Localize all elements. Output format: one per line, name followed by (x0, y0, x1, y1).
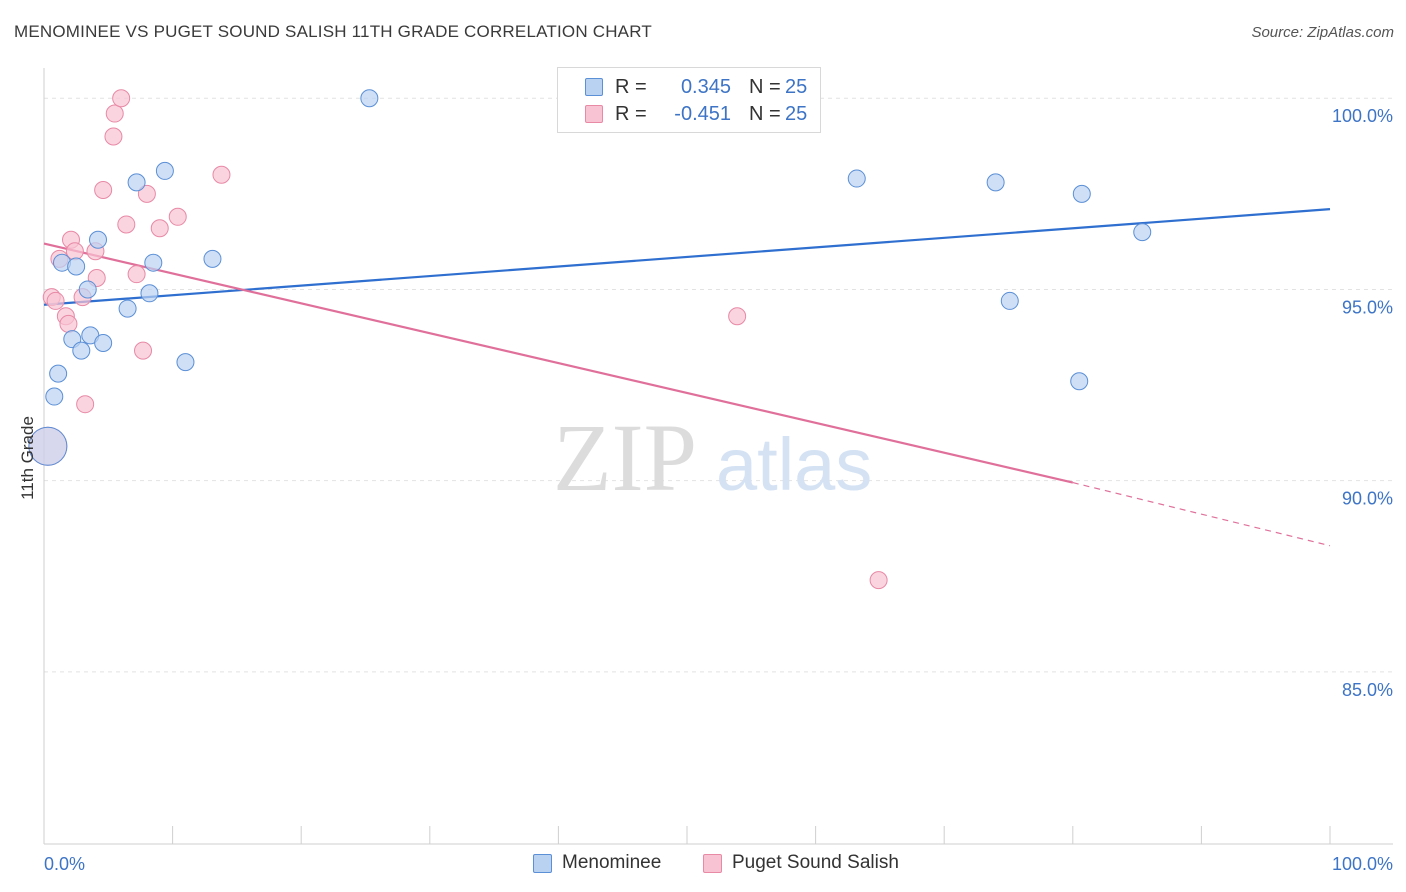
salish-point (150, 219, 169, 238)
menominee-trend-line (43, 208, 1331, 306)
menominee-point (49, 364, 68, 383)
chart-source: Source: ZipAtlas.com (1251, 24, 1394, 41)
n-label: N = (749, 75, 781, 98)
menominee-point (127, 173, 146, 192)
y-tick-label: 95.0% (1342, 297, 1393, 317)
n-value: 25 (785, 102, 808, 125)
salish-point (117, 215, 136, 234)
salish-point (104, 127, 123, 146)
menominee-point (360, 89, 379, 108)
menominee-point (78, 280, 97, 299)
watermark-zip: ZIP (553, 404, 697, 511)
menominee-point (1133, 223, 1152, 242)
legend-row-salish: R = -0.451 N = 25 (558, 101, 807, 127)
r-value: -0.451 (674, 102, 731, 125)
correlation-legend: R = 0.345 N = 25 R = -0.451 N = 25 (557, 67, 821, 133)
r-value: 0.345 (680, 75, 731, 98)
bottom-legend-salish: Puget Sound Salish (703, 852, 899, 874)
salish-point (127, 265, 146, 284)
menominee-legend-label: Menominee (562, 852, 662, 873)
salish-point (134, 341, 153, 360)
salish-point (728, 307, 747, 326)
menominee-point (140, 284, 159, 303)
menominee-legend-swatch (533, 853, 552, 873)
salish-swatch (585, 105, 603, 123)
menominee-point (847, 169, 866, 188)
menominee-point (28, 426, 68, 466)
menominee-point (89, 230, 108, 249)
salish-trend-line (43, 242, 1074, 484)
n-label: N = (749, 102, 781, 125)
salish-trend-extension (1072, 482, 1331, 547)
menominee-point (155, 161, 174, 180)
x-tick-label: 0.0% (44, 854, 85, 874)
salish-point (112, 89, 131, 108)
y-tick-label: 100.0% (1332, 106, 1393, 126)
salish-point (94, 181, 113, 200)
chart-title: MENOMINEE VS PUGET SOUND SALISH 11TH GRA… (14, 22, 652, 41)
x-tick-label: 100.0% (1332, 854, 1393, 874)
menominee-swatch (585, 78, 603, 96)
y-tick-label: 85.0% (1342, 680, 1393, 700)
y-tick-label: 90.0% (1342, 489, 1393, 509)
salish-point (46, 291, 65, 310)
menominee-point (986, 173, 1005, 192)
r-label: R = (615, 75, 647, 98)
menominee-point (176, 353, 195, 372)
menominee-point (1000, 291, 1019, 310)
salish-point (76, 395, 95, 414)
y-axis-label: 11th Grade (18, 416, 37, 500)
salish-point (137, 184, 156, 203)
n-value: 25 (785, 75, 808, 98)
menominee-point (118, 299, 137, 318)
menominee-point (1072, 184, 1091, 203)
bottom-legend-menominee: Menominee (533, 852, 661, 874)
menominee-point (144, 253, 163, 272)
salish-point (59, 314, 78, 333)
menominee-point (1070, 372, 1089, 391)
salish-point (168, 207, 187, 226)
menominee-point (67, 257, 86, 276)
salish-point (869, 571, 888, 590)
trend-lines (43, 208, 1331, 547)
salish-point (105, 104, 124, 123)
menominee-point (72, 341, 91, 360)
tick-labels: 100.0% 95.0% 90.0% 85.0% 0.0% 100.0% (44, 106, 1393, 874)
watermark: ZIP atlas (553, 404, 872, 511)
grid-lines (44, 97, 1393, 673)
salish-point (212, 165, 231, 184)
menominee-point (45, 387, 64, 406)
data-points (28, 89, 1152, 590)
salish-legend-label: Puget Sound Salish (732, 852, 899, 873)
salish-legend-swatch (703, 853, 722, 873)
r-label: R = (615, 102, 647, 125)
menominee-point (94, 334, 113, 353)
legend-row-menominee: R = 0.345 N = 25 (558, 74, 807, 100)
watermark-atlas: atlas (716, 423, 872, 506)
menominee-point (203, 249, 222, 268)
